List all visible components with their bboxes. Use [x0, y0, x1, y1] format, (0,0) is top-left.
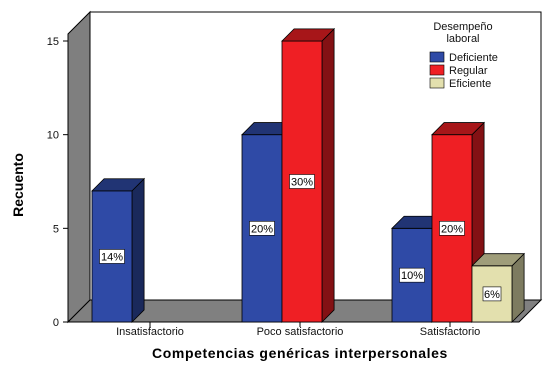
- legend-label: Regular: [449, 65, 488, 77]
- data-label-box: [99, 249, 125, 264]
- data-label-box: [439, 221, 465, 236]
- x-tick-label: Insatisfactorio: [116, 326, 184, 338]
- bar-side: [131, 177, 145, 323]
- bar-top: [471, 253, 526, 267]
- bar-top: [91, 178, 146, 192]
- y-tick-label: 15: [47, 36, 59, 48]
- legend-swatch: [429, 51, 445, 63]
- data-label: 20%: [441, 223, 463, 235]
- data-label-box: [399, 267, 425, 283]
- x-axis-title: Competencias genéricas interpersonales: [152, 345, 448, 361]
- data-label: 10%: [401, 270, 423, 282]
- data-label: 30%: [291, 177, 313, 189]
- legend-title-line1: Desempeño: [433, 21, 492, 33]
- data-label: 6%: [484, 289, 500, 301]
- bar-top: [281, 28, 336, 42]
- data-label: 20%: [251, 223, 273, 235]
- legend-label: Deficiente: [449, 52, 498, 64]
- legend-label: Eficiente: [449, 78, 491, 90]
- data-label: 14%: [101, 251, 123, 263]
- y-tick-label: 5: [53, 223, 59, 235]
- bar-top: [431, 122, 486, 136]
- legend: Desempeño laboral DeficienteRegularEfici…: [429, 21, 498, 90]
- legend-swatch: [429, 64, 445, 76]
- y-tick-label: 10: [47, 130, 59, 142]
- y-axis-title: Recuento: [10, 153, 26, 217]
- data-label-box: [249, 221, 275, 236]
- data-label-box: [482, 286, 502, 302]
- data-label-box: [289, 174, 315, 189]
- legend-title-line2: laboral: [446, 33, 479, 45]
- bar-side: [321, 27, 335, 323]
- x-tick-label: Satisfactorio: [420, 326, 481, 338]
- legend-swatch: [429, 77, 445, 89]
- plot-side-wall: [67, 10, 91, 324]
- x-tick-label: Poco satisfactorio: [257, 326, 344, 338]
- y-tick-label: 0: [53, 317, 59, 329]
